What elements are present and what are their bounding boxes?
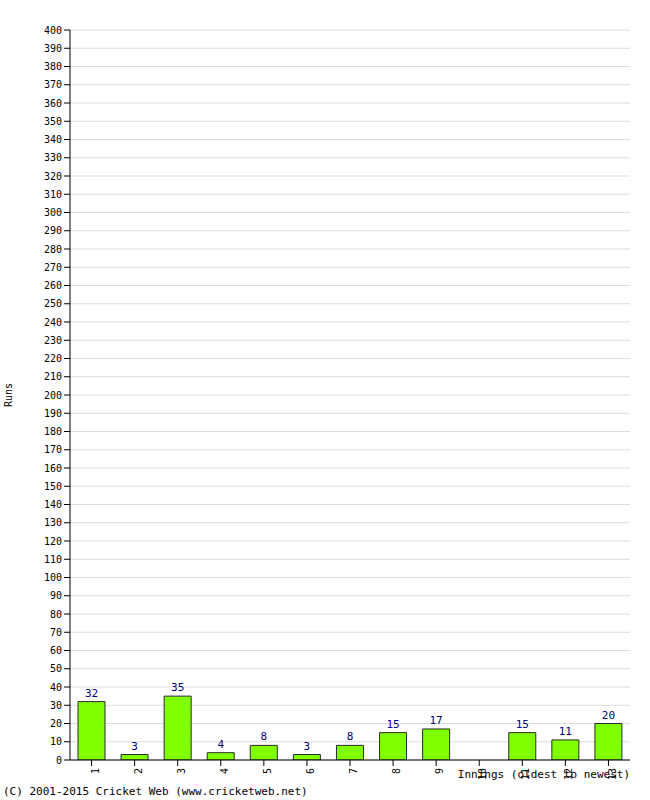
svg-text:40: 40 [50,682,62,693]
svg-text:180: 180 [44,426,62,437]
html-text:Innings (oldest to newest): Innings (oldest to newest) [457,768,630,781]
svg-text:8: 8 [347,730,354,743]
svg-text:380: 380 [44,61,62,72]
svg-text:Runs: Runs [8,383,14,407]
svg-text:170: 170 [44,444,62,455]
svg-text:300: 300 [44,207,62,218]
svg-text:20: 20 [602,709,615,722]
svg-text:0: 0 [56,755,62,766]
html-text:(C) 2001-2015 Cricket Web (www: (C) 2001-2015 Cricket Web (www.cricketwe… [3,785,308,798]
svg-text:7: 7 [348,768,359,774]
svg-text:32: 32 [85,687,98,700]
svg-text:3: 3 [304,740,311,753]
svg-text:250: 250 [44,298,62,309]
svg-text:160: 160 [44,463,62,474]
svg-text:320: 320 [44,171,62,182]
svg-text:200: 200 [44,390,62,401]
svg-text:6: 6 [305,768,316,774]
svg-text:11: 11 [559,725,572,738]
svg-text:1: 1 [90,768,101,774]
svg-text:130: 130 [44,517,62,528]
svg-text:100: 100 [44,572,62,583]
svg-text:120: 120 [44,536,62,547]
svg-text:150: 150 [44,481,62,492]
svg-text:35: 35 [171,681,184,694]
svg-text:350: 350 [44,116,62,127]
svg-text:8: 8 [260,730,267,743]
svg-text:50: 50 [50,663,62,674]
svg-text:8: 8 [391,768,402,774]
svg-text:360: 360 [44,98,62,109]
svg-text:240: 240 [44,317,62,328]
svg-text:310: 310 [44,189,62,200]
svg-text:5: 5 [262,768,273,774]
svg-text:3: 3 [176,768,187,774]
svg-text:4: 4 [219,768,230,774]
svg-text:390: 390 [44,43,62,54]
svg-text:190: 190 [44,408,62,419]
svg-text:3: 3 [131,740,138,753]
svg-text:140: 140 [44,499,62,510]
svg-text:220: 220 [44,353,62,364]
svg-text:60: 60 [50,645,62,656]
svg-text:10: 10 [50,736,62,747]
svg-text:90: 90 [50,590,62,601]
svg-text:2: 2 [133,768,144,774]
svg-text:260: 260 [44,280,62,291]
svg-text:70: 70 [50,627,62,638]
svg-text:4: 4 [217,738,224,751]
svg-text:340: 340 [44,134,62,145]
svg-text:230: 230 [44,335,62,346]
svg-text:290: 290 [44,225,62,236]
svg-text:17: 17 [429,714,442,727]
svg-text:110: 110 [44,554,62,565]
svg-text:270: 270 [44,262,62,273]
svg-text:370: 370 [44,79,62,90]
svg-text:9: 9 [434,768,445,774]
svg-text:330: 330 [44,152,62,163]
svg-text:400: 400 [44,25,62,36]
svg-text:80: 80 [50,609,62,620]
svg-text:30: 30 [50,700,62,711]
svg-text:280: 280 [44,244,62,255]
svg-text:20: 20 [50,718,62,729]
svg-text:210: 210 [44,371,62,382]
svg-text:15: 15 [516,718,529,731]
svg-text:15: 15 [386,718,399,731]
